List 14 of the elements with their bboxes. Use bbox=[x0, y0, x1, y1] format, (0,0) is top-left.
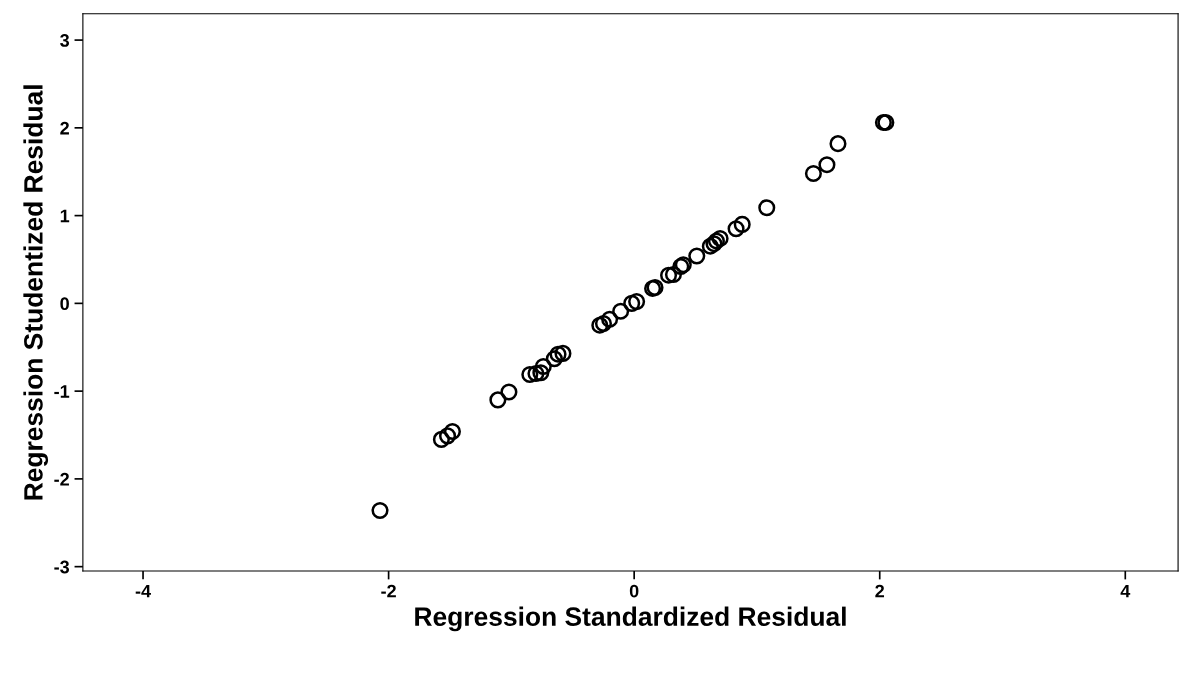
y-tick-label: 0 bbox=[60, 297, 69, 311]
x-tick-label: 4 bbox=[1120, 584, 1131, 598]
x-tick-label: -2 bbox=[381, 584, 396, 598]
y-tick-label: 3 bbox=[60, 34, 70, 47]
y-tick-label: 2 bbox=[60, 121, 69, 135]
y-axis-title: Regression Studentized Residual bbox=[23, 85, 49, 500]
y-tick-label: -3 bbox=[54, 560, 70, 574]
x-tick-label: 0 bbox=[629, 584, 639, 598]
x-axis-title: Regression Standardized Residual bbox=[415, 606, 846, 632]
y-tick-label: -1 bbox=[54, 385, 70, 398]
y-tick-label: 1 bbox=[60, 209, 70, 223]
y-tick-label: -2 bbox=[54, 472, 69, 486]
x-tick-label: 2 bbox=[875, 584, 885, 598]
x-tick-label: -4 bbox=[135, 584, 151, 598]
